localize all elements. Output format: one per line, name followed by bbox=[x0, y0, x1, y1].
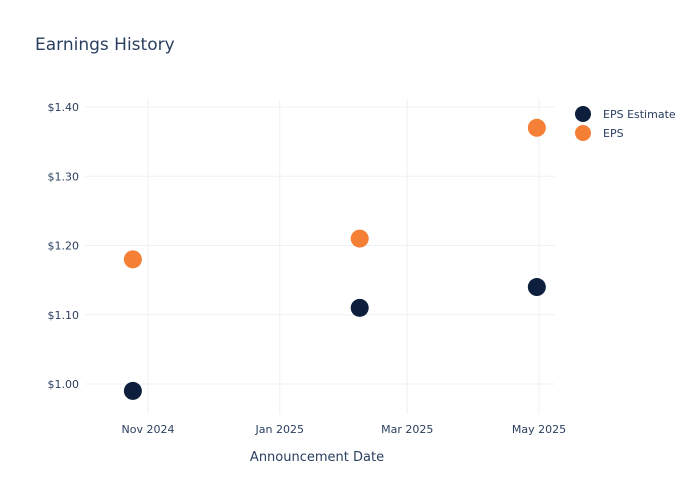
data-points bbox=[123, 118, 546, 400]
x-tick-label: May 2025 bbox=[512, 423, 566, 436]
eps-estimate-point[interactable] bbox=[527, 278, 546, 297]
y-tick-label: $1.20 bbox=[48, 240, 80, 253]
legend-marker-eps-estimate[interactable] bbox=[575, 106, 591, 122]
legend-marker-eps[interactable] bbox=[575, 125, 591, 141]
eps-estimate-point[interactable] bbox=[350, 298, 369, 317]
legend-label-eps[interactable]: EPS bbox=[603, 127, 624, 140]
y-tick-label: $1.40 bbox=[48, 101, 80, 114]
y-axis-ticks: $1.00 $1.10 $1.20 $1.30 $1.40 bbox=[48, 101, 80, 391]
y-tick-label: $1.30 bbox=[48, 170, 80, 183]
gridlines bbox=[85, 99, 555, 414]
x-tick-label: Mar 2025 bbox=[381, 423, 433, 436]
x-axis-ticks: Nov 2024 Jan 2025 Mar 2025 May 2025 bbox=[122, 423, 567, 436]
x-tick-label: Nov 2024 bbox=[122, 423, 175, 436]
y-tick-label: $1.10 bbox=[48, 309, 80, 322]
eps-point[interactable] bbox=[527, 118, 546, 137]
eps-point[interactable] bbox=[123, 250, 142, 269]
legend[interactable]: EPS Estimate EPS bbox=[575, 106, 676, 141]
x-tick-label: Jan 2025 bbox=[255, 423, 304, 436]
legend-label-eps-estimate[interactable]: EPS Estimate bbox=[603, 108, 676, 121]
eps-point[interactable] bbox=[350, 229, 369, 248]
eps-estimate-point[interactable] bbox=[123, 381, 142, 400]
x-axis-title: Announcement Date bbox=[250, 450, 384, 465]
y-tick-label: $1.00 bbox=[48, 378, 80, 391]
chart-title: Earnings History bbox=[35, 35, 175, 55]
